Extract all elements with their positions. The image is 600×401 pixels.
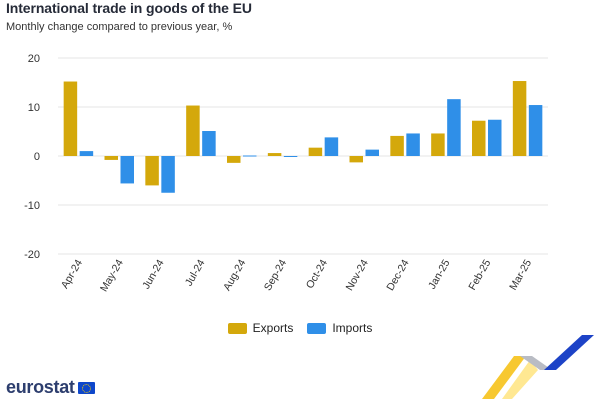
y-tick-label: 0 — [34, 151, 40, 163]
legend-swatch-imports — [307, 322, 327, 334]
imports-bar — [488, 119, 502, 156]
exports-bar — [472, 120, 486, 156]
imports-bar — [324, 137, 339, 156]
y-tick-label: -10 — [24, 200, 40, 212]
eurostat-logo-text: eurostat — [6, 377, 75, 397]
legend-item-imports[interactable]: Imports — [307, 321, 372, 335]
x-tick-label: Feb-25 — [466, 257, 493, 292]
y-tick-label: 10 — [28, 102, 40, 114]
decorative-ribbon-icon — [482, 335, 594, 399]
exports-bar — [349, 156, 363, 163]
chart-subtitle: Monthly change compared to previous year… — [6, 21, 233, 33]
imports-bar — [406, 133, 420, 156]
imports-bar — [120, 156, 134, 184]
legend-item-exports[interactable]: Exports — [227, 321, 294, 335]
x-tick-label: Sep-24 — [262, 257, 289, 292]
exports-bar — [267, 153, 282, 156]
x-tick-label: Jul-24 — [183, 257, 208, 288]
exports-bar — [186, 105, 200, 156]
x-tick-label: Jun-24 — [140, 257, 167, 291]
exports-bar — [308, 147, 323, 156]
x-tick-label: Mar-25 — [507, 257, 534, 292]
x-tick-label: Oct-24 — [304, 257, 330, 290]
exports-bar — [63, 81, 78, 156]
x-tick-label: Apr-24 — [59, 257, 85, 290]
eurostat-logo[interactable]: eurostat — [6, 377, 95, 398]
bar-chart: 20 10 0 -10 -20 Apr-24 May-24 Jun-24 Jul-24 Aug-2… — [24, 53, 548, 294]
imports-bar — [202, 131, 216, 156]
x-tick-label: Jan-25 — [426, 257, 453, 291]
legend-label-imports: Imports — [332, 321, 373, 335]
chart-legend: Exports Imports — [0, 321, 600, 335]
exports-bar — [390, 135, 404, 156]
x-tick-label: Dec-24 — [384, 257, 411, 292]
x-tick-label: Aug-24 — [221, 257, 248, 292]
imports-bar — [79, 151, 94, 156]
legend-label-exports: Exports — [252, 321, 294, 335]
legend-swatch-exports — [227, 322, 247, 334]
chart-title: International trade in goods of the EU — [6, 0, 252, 16]
imports-bar — [283, 156, 298, 157]
imports-bar — [161, 156, 175, 193]
eu-flag-icon — [77, 381, 95, 394]
x-tick-label: May-24 — [98, 257, 126, 293]
exports-bar — [431, 133, 445, 156]
imports-bar — [447, 99, 461, 156]
y-tick-label: 20 — [28, 53, 40, 65]
imports-bar — [528, 105, 543, 156]
x-tick-label: Nov-24 — [344, 257, 371, 292]
imports-bar — [243, 155, 257, 157]
exports-bar — [104, 156, 118, 160]
y-tick-label: -20 — [24, 249, 40, 261]
exports-bar — [227, 156, 241, 163]
imports-bar — [365, 149, 379, 156]
exports-bar — [512, 81, 527, 156]
exports-bar — [145, 156, 159, 186]
